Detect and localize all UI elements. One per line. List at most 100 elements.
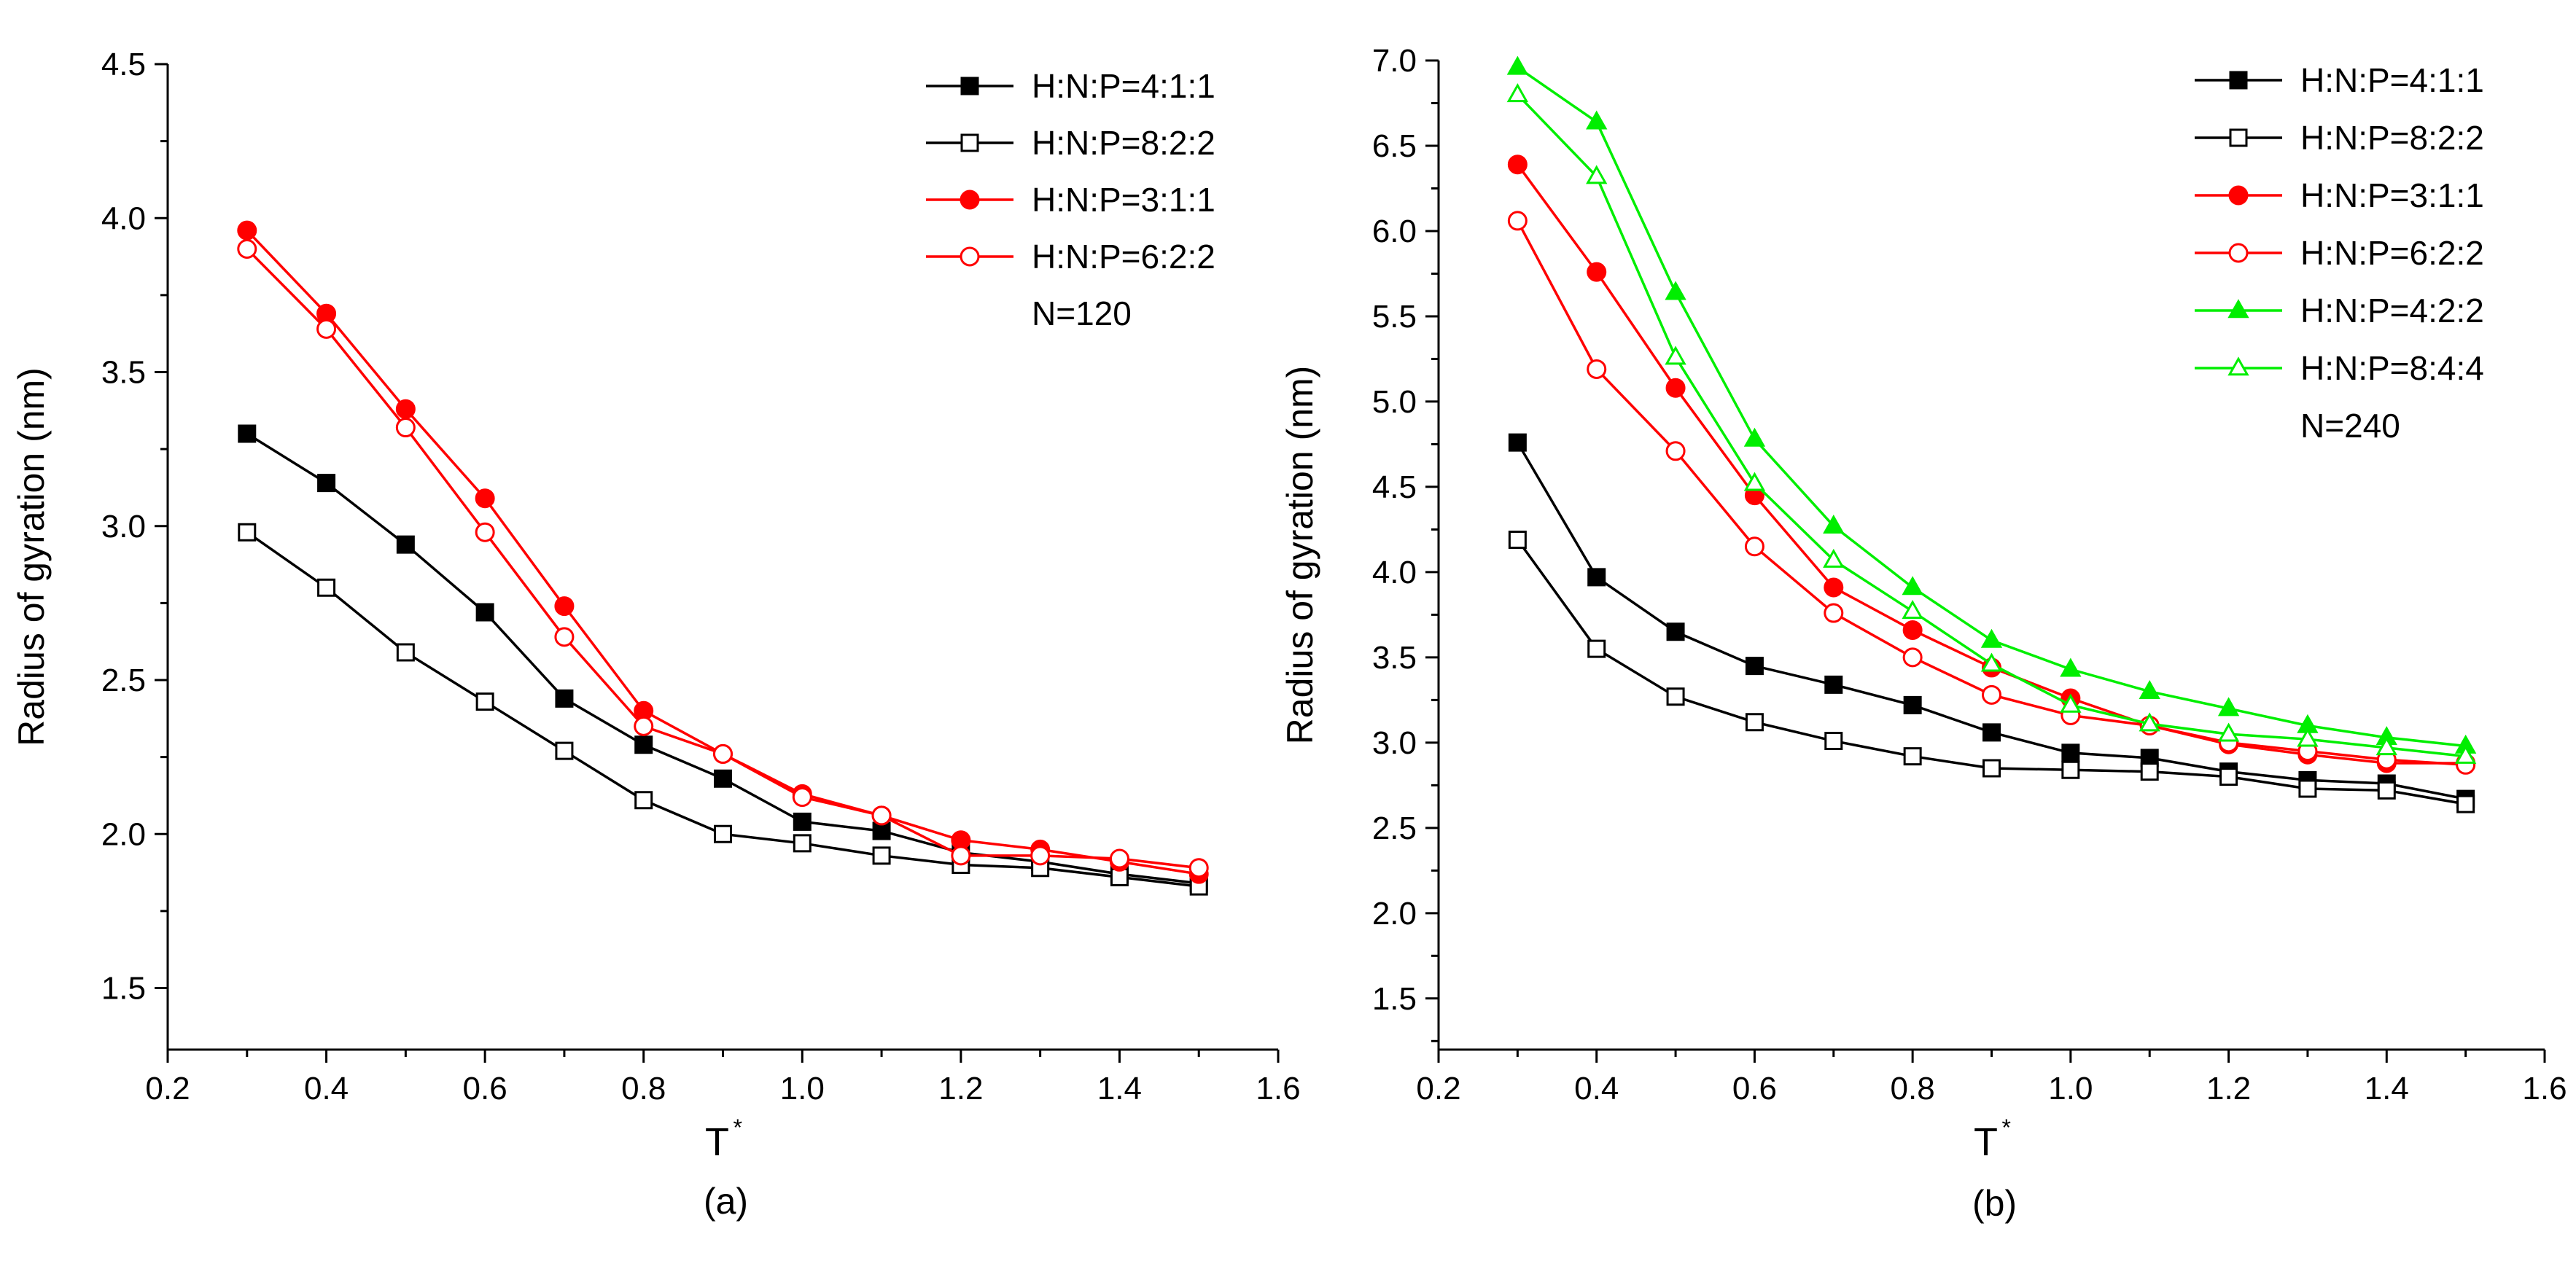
legend-note: N=120 [1032, 294, 1132, 332]
x-tick-label: 1.0 [780, 1071, 825, 1106]
data-point [396, 535, 415, 554]
legend-entry: H:N:P=6:2:2 [926, 238, 1215, 276]
y-tick-label: 3.5 [101, 355, 146, 391]
legend-entry: H:N:P=8:2:2 [926, 124, 1215, 162]
data-point [2297, 727, 2319, 747]
legend-entry: H:N:P=8:2:2 [2195, 119, 2484, 157]
data-point [2060, 693, 2082, 713]
x-tick-label: 0.6 [1732, 1071, 1777, 1106]
data-point [951, 846, 971, 866]
data-point [1824, 577, 1844, 598]
y-tick-label: 3.0 [101, 509, 146, 544]
x-tick-label: 1.6 [1256, 1071, 1300, 1106]
data-point [1587, 568, 1606, 587]
data-point [1587, 262, 1607, 282]
data-point [2456, 794, 2475, 813]
data-point [396, 643, 415, 662]
data-point [634, 791, 653, 810]
data-point [792, 787, 812, 808]
data-point [1188, 858, 1209, 878]
series-0 [1508, 433, 2475, 808]
x-tick-label: 0.8 [1891, 1071, 1935, 1106]
data-point [714, 769, 732, 788]
data-point [1665, 281, 1686, 300]
legend-note: N=240 [2300, 407, 2400, 445]
series-3 [237, 239, 1209, 878]
y-tick-label: 3.0 [1372, 725, 1417, 761]
data-point [2217, 722, 2240, 742]
x-axis-title-superscript: * [734, 1114, 742, 1141]
x-tick-label: 0.4 [1574, 1071, 1619, 1106]
data-point [1982, 684, 2001, 705]
data-point [395, 399, 416, 419]
y-tick-label: 2.0 [101, 816, 146, 852]
legend-marker [960, 77, 979, 95]
y-tick-label: 4.0 [101, 200, 146, 236]
legend-label: H:N:P=6:2:2 [1032, 238, 1215, 276]
data-point [1743, 427, 1766, 447]
data-point [2140, 762, 2159, 781]
data-point [1982, 723, 2001, 742]
legend-entry: H:N:P=3:1:1 [2195, 176, 2484, 214]
x-axis-title: T [705, 1120, 729, 1164]
legend-label: H:N:P=4:1:1 [2300, 61, 2484, 99]
data-point [1744, 536, 1764, 557]
data-point [1980, 652, 2003, 672]
data-point [1587, 639, 1606, 658]
legend-marker [2229, 71, 2248, 90]
legend-marker [2227, 356, 2249, 376]
y-tick-label: 6.0 [1372, 214, 1417, 249]
data-point [1506, 83, 1529, 103]
data-point [1507, 211, 1528, 231]
x-axis-title: T [1974, 1120, 1998, 1164]
panel-b: 0.2 0.4 0.6 0.8 1.0 1.2 1.4 1.6 1.5 2.0 2.5 3.0 3.5 4… [1280, 43, 2567, 1224]
legend-label: H:N:P=3:1:1 [2300, 176, 2484, 214]
legend-label: H:N:P=6:2:2 [2300, 234, 2484, 272]
data-point [2139, 679, 2160, 699]
y-tick-label: 2.5 [101, 663, 146, 698]
data-point [2298, 779, 2317, 798]
legend-entry: H:N:P=3:1:1 [926, 181, 1215, 219]
data-point [1980, 628, 2003, 648]
legend-marker [960, 190, 980, 210]
data-point [1823, 515, 1845, 534]
data-point [1586, 110, 1608, 130]
panel-label: (a) [704, 1181, 748, 1222]
legend-label: H:N:P=8:2:2 [2300, 119, 2484, 157]
data-point [554, 596, 575, 617]
legend-marker [2228, 243, 2249, 263]
data-point [793, 834, 812, 853]
panel-a: 0.2 0.4 0.6 0.8 1.0 1.2 1.4 1.6 1.5 2.0 2.5 3.0 3.5 4… [11, 47, 1301, 1222]
data-point [793, 812, 812, 831]
legend-marker [960, 133, 979, 152]
data-point [1506, 55, 1529, 75]
data-point [237, 239, 257, 259]
data-point [1824, 675, 1843, 694]
data-point [475, 692, 494, 711]
legend-entry: H:N:P=4:1:1 [926, 67, 1215, 105]
y-tick-label: 7.0 [1372, 43, 1417, 79]
data-point [2217, 697, 2240, 717]
series-line [246, 432, 1199, 885]
data-point [2060, 657, 2082, 677]
series-4 [1506, 55, 2477, 754]
y-tick-label: 1.5 [1372, 981, 1417, 1017]
data-point [317, 578, 336, 597]
data-point [1743, 472, 1766, 491]
y-tick-label: 2.5 [1372, 811, 1417, 846]
data-point [871, 805, 892, 826]
data-point [1903, 747, 1922, 766]
data-point [2061, 760, 2080, 779]
data-point [555, 689, 574, 708]
data-point [2139, 712, 2160, 732]
data-point [1902, 600, 1923, 620]
y-tick-label: 4.0 [1372, 555, 1417, 590]
data-point [1508, 530, 1527, 549]
data-point [237, 220, 257, 241]
data-point [2377, 781, 2396, 800]
data-point [555, 741, 574, 760]
x-tick-label: 1.0 [2048, 1071, 2093, 1106]
data-point [1902, 620, 1923, 640]
data-point [475, 488, 495, 509]
